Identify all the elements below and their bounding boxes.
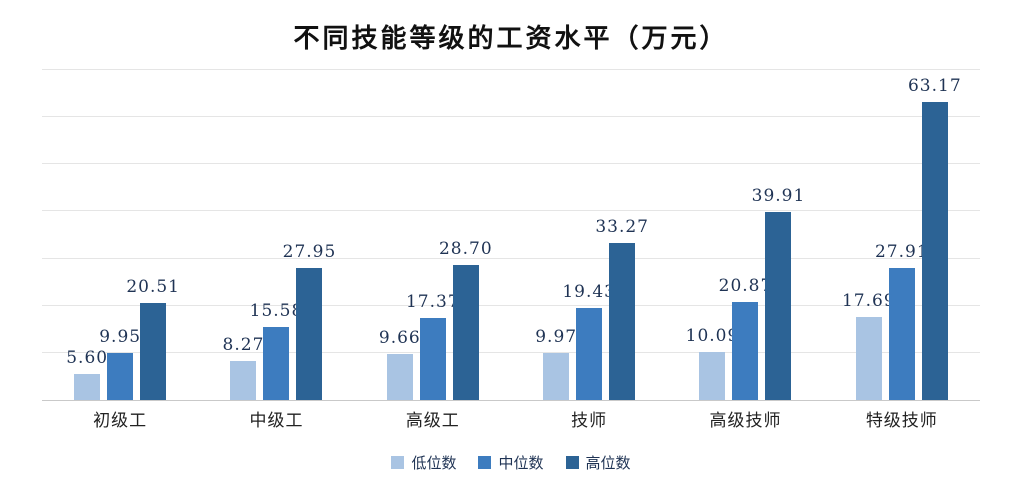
legend-swatch <box>478 456 492 469</box>
gridline <box>42 257 980 259</box>
bar-中位数: 15.58 <box>250 301 302 400</box>
bar-value-label: 9.66 <box>378 328 421 349</box>
x-axis-label: 初级工 <box>93 411 148 431</box>
bar-value-label: 27.91 <box>874 242 929 263</box>
gridline <box>42 304 980 306</box>
bar-value-label: 8.27 <box>222 335 265 356</box>
legend: 低位数 中位数 高位数 <box>0 452 1022 473</box>
x-axis-label: 高级工 <box>405 411 460 431</box>
legend-swatch <box>565 456 579 469</box>
bar-group: 17.69 27.91 63.17 <box>824 70 980 400</box>
x-axis-label: 中级工 <box>249 411 304 431</box>
legend-label: 高位数 <box>585 454 631 472</box>
bar-低位数: 8.27 <box>223 335 263 400</box>
bar-group: 9.97 19.43 33.27 <box>511 70 667 400</box>
gridline <box>42 116 980 118</box>
bar-value-label: 33.27 <box>595 217 649 238</box>
bar-高位数: 63.17 <box>908 76 961 400</box>
gridline <box>42 163 980 165</box>
legend-item-高位数: 高位数 <box>565 452 631 473</box>
bar-低位数: 17.69 <box>842 291 895 400</box>
bar-group: 5.60 9.95 20.51 <box>42 70 198 400</box>
bar-value-label: 10.09 <box>685 326 740 347</box>
chart-title: 不同技能等级的工资水平（万元） <box>293 24 729 54</box>
bar-高位数: 33.27 <box>595 217 648 400</box>
gridline <box>42 210 980 212</box>
bar-value-label: 17.69 <box>841 290 896 311</box>
bar-高位数: 20.51 <box>126 277 179 400</box>
bar-中位数: 20.87 <box>719 276 771 400</box>
bar-value-label: 15.58 <box>249 300 304 321</box>
gridline <box>42 351 980 353</box>
x-axis-label: 特级技师 <box>865 411 938 431</box>
x-axis-label: 技师 <box>571 411 608 431</box>
bar-group: 8.27 15.58 27.95 <box>198 70 354 400</box>
bar-value-label: 19.43 <box>562 282 616 303</box>
bar-中位数: 9.95 <box>99 327 140 400</box>
plot-area: 5.60 9.95 20.51 8.27 15.58 27.95 9.66 17.37 28.7… <box>42 69 980 401</box>
bar-value-label: 39.91 <box>751 185 806 206</box>
legend-item-中位数: 中位数 <box>478 452 544 473</box>
bar-中位数: 17.37 <box>406 292 459 400</box>
bar-低位数: 9.66 <box>379 328 420 400</box>
x-axis-label: 高级技师 <box>709 411 782 431</box>
bar-value-label: 9.95 <box>99 327 142 348</box>
x-axis: 初级工 中级工 高级工 技师 高级技师 特级技师 <box>42 406 980 432</box>
bar-高位数: 27.95 <box>283 242 335 400</box>
bar-中位数: 27.91 <box>875 242 928 400</box>
bar-group: 10.09 20.87 39.91 <box>667 70 823 400</box>
legend-label: 中位数 <box>498 454 544 472</box>
bar-低位数: 5.60 <box>66 348 107 400</box>
legend-swatch <box>391 456 405 469</box>
gridline <box>42 69 980 70</box>
legend-label: 低位数 <box>411 454 457 472</box>
bar-低位数: 10.09 <box>686 326 738 400</box>
bar-低位数: 9.97 <box>535 327 576 400</box>
bar-group: 9.66 17.37 28.70 <box>355 70 511 400</box>
legend-item-低位数: 低位数 <box>391 452 456 473</box>
bar-value-label: 63.17 <box>907 76 962 97</box>
bar-value-label: 20.51 <box>126 277 180 298</box>
bar-高位数: 39.91 <box>752 186 804 400</box>
bar-value-label: 5.60 <box>66 347 109 368</box>
bar-value-label: 27.95 <box>282 242 337 263</box>
bar-value-label: 17.37 <box>405 292 460 313</box>
bar-中位数: 19.43 <box>562 282 615 400</box>
bar-value-label: 9.97 <box>535 327 578 347</box>
bar-value-label: 20.87 <box>718 275 773 296</box>
bar-高位数: 28.70 <box>439 239 492 400</box>
bar-value-label: 28.70 <box>438 238 493 259</box>
